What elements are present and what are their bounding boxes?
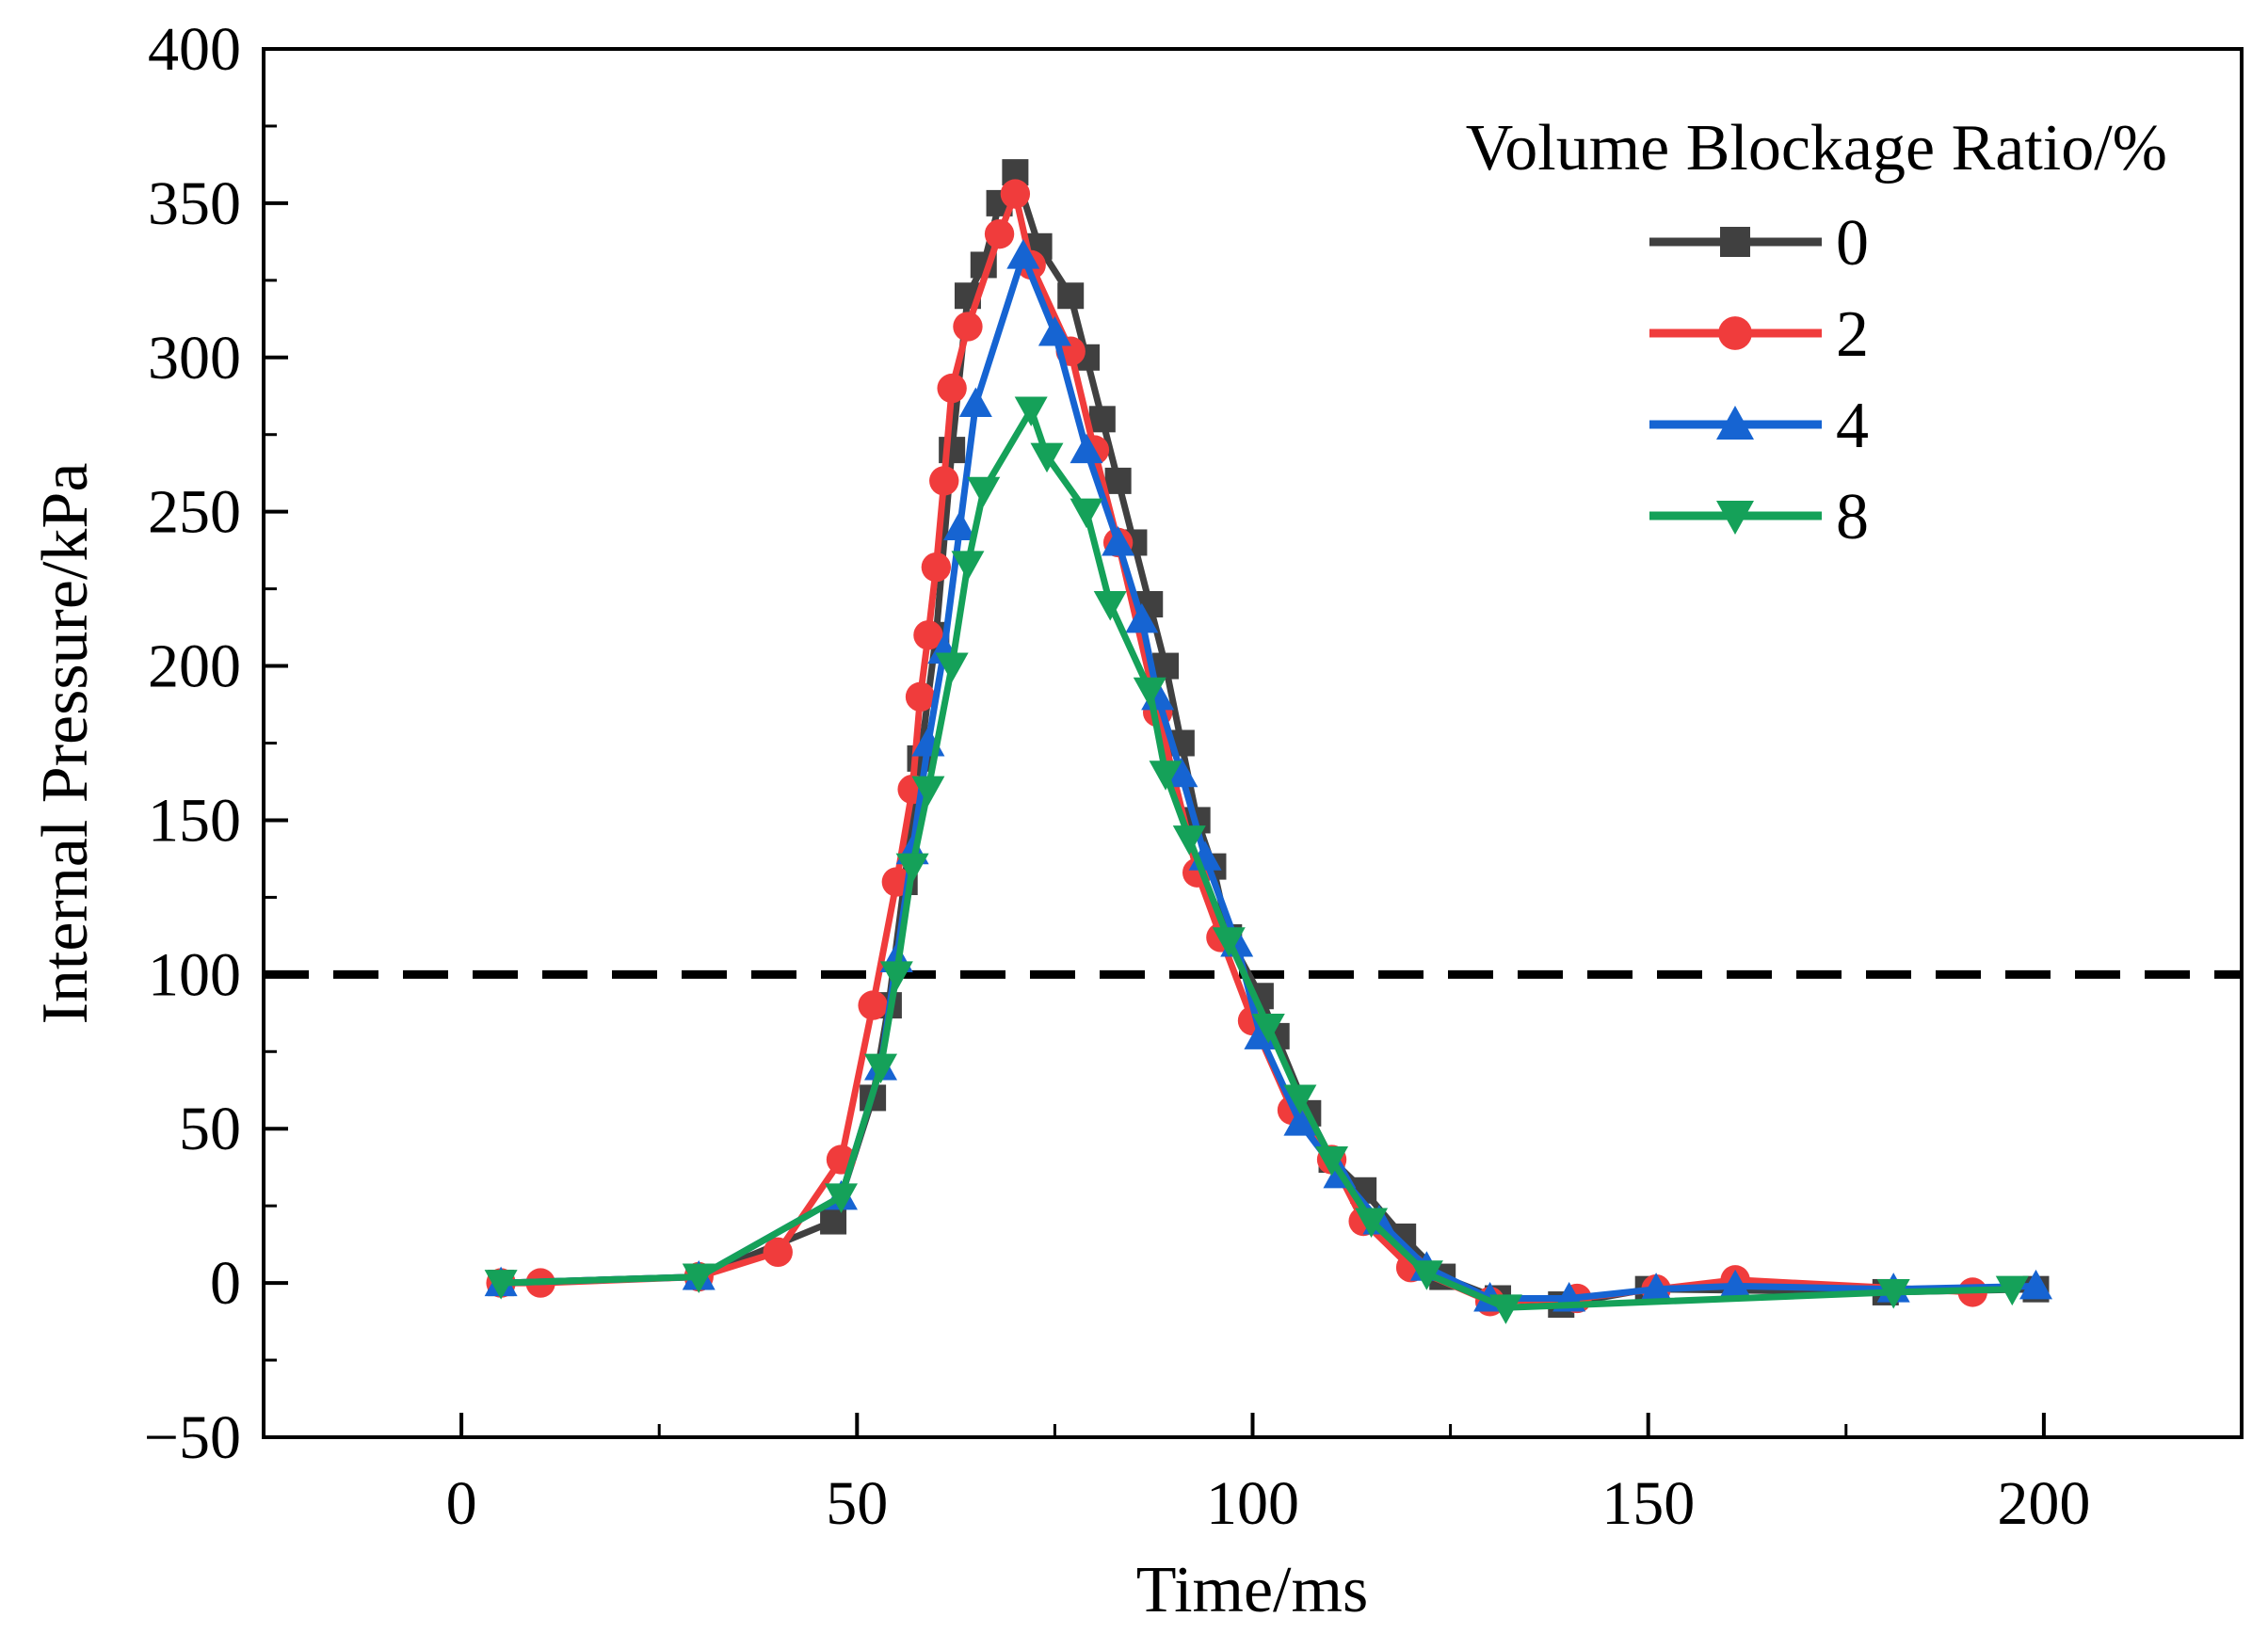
series-2-point [905, 681, 936, 712]
series-2-point [921, 552, 952, 583]
legend-label-4: 4 [1836, 390, 1869, 462]
y-tick-label: 50 [179, 1095, 241, 1163]
series-4-point [2019, 1269, 2052, 1300]
series-8-point [1315, 1146, 1349, 1177]
series-8-point [967, 476, 1001, 507]
series-4-point [1006, 239, 1040, 269]
x-tick-label: 200 [1997, 1469, 2090, 1538]
series-8-point [1212, 927, 1246, 957]
legend: Volume Blockage Ratio/% 0 2 4 8 [1466, 112, 2167, 553]
legend-marker-2 [1718, 316, 1752, 350]
x-tick-label: 0 [446, 1469, 477, 1538]
legend-items: 0 2 4 8 [1649, 207, 1869, 553]
series-0-point [1104, 467, 1132, 494]
y-tick-label: 300 [148, 324, 241, 392]
series-8-point [895, 853, 929, 884]
series-2-point [1000, 179, 1031, 209]
series-4-point [1102, 525, 1135, 556]
series-8-point [1283, 1084, 1317, 1114]
y-tick-label: 100 [148, 940, 241, 1009]
series-4-point [1718, 1269, 1752, 1300]
y-tick-label: 400 [148, 15, 241, 84]
series-2-point [763, 1237, 793, 1268]
series-8 [484, 396, 2029, 1324]
series-8-point [1070, 498, 1103, 529]
y-tick-label: 350 [148, 169, 241, 238]
series-2-point [858, 990, 888, 1020]
x-tick-label: 50 [826, 1469, 888, 1538]
legend-label-8: 8 [1836, 481, 1869, 553]
series-4-point [1283, 1106, 1317, 1136]
legend-marker-8 [1716, 501, 1754, 535]
legend-item-8: 8 [1649, 481, 1869, 553]
x-ticks: 0 50 100 150 200 [262, 1413, 2244, 1538]
series-8-point [1133, 677, 1166, 708]
series-8-point [1149, 760, 1182, 791]
series-0-point [1057, 282, 1085, 310]
legend-title: Volume Blockage Ratio/% [1466, 112, 2167, 184]
series-4-point [1165, 757, 1198, 788]
series-8-point [1355, 1208, 1389, 1239]
series-2-point [953, 312, 983, 342]
series-layer [484, 159, 2052, 1324]
series-2-point [913, 620, 943, 650]
series-8-point [1172, 825, 1206, 856]
series-8-point [864, 1053, 898, 1084]
x-tick-label: 100 [1206, 1469, 1299, 1538]
series-8-point [1409, 1260, 1443, 1290]
series-0-point [820, 1208, 847, 1235]
series-8-point [1093, 591, 1127, 621]
series-4-point [1639, 1273, 1673, 1303]
y-tick-label: 150 [148, 786, 241, 855]
series-8-point [1876, 1278, 1910, 1309]
y-ticks: −50 0 50 100 150 200 250 300 350 400 [144, 15, 288, 1472]
series-8-point [1251, 1014, 1285, 1044]
series-8-point [879, 961, 913, 991]
series-4-point [1125, 602, 1159, 633]
legend-label-2: 2 [1836, 298, 1869, 371]
series-8-point [935, 652, 969, 683]
y-tick-label: 0 [210, 1249, 241, 1318]
series-8-point [951, 551, 985, 581]
series-4-point [1037, 316, 1071, 346]
legend-marker-4 [1716, 406, 1754, 440]
series-8-point [1995, 1275, 2029, 1306]
y-tick-label: −50 [144, 1403, 241, 1472]
series-2-point [929, 466, 959, 496]
series-4-point [958, 387, 992, 417]
legend-item-4: 4 [1649, 390, 1869, 462]
legend-label-0: 0 [1836, 207, 1869, 280]
legend-item-0: 0 [1649, 207, 1869, 280]
series-8-point [1488, 1294, 1522, 1324]
y-tick-label: 200 [148, 632, 241, 701]
y-tick-label: 250 [148, 478, 241, 547]
series-8-point [1030, 442, 1064, 473]
series-0-point [1088, 406, 1116, 433]
series-4-point [1070, 433, 1103, 464]
x-tick-label: 150 [1601, 1469, 1695, 1538]
series-8-point [484, 1270, 518, 1300]
series-2-point [937, 373, 967, 404]
series-8-point [911, 776, 945, 807]
series-8-point [682, 1263, 716, 1294]
y-axis-title: Internal Pressure/kPa [29, 463, 102, 1025]
x-axis-title: Time/ms [1136, 1554, 1368, 1626]
series-2-point [984, 218, 1015, 249]
series-8-point [1014, 396, 1048, 426]
series-8-point [824, 1183, 858, 1213]
series-0-point [1152, 652, 1180, 680]
series-4-point [943, 510, 977, 541]
legend-item-2: 2 [1649, 298, 1869, 371]
legend-marker-0 [1720, 227, 1750, 257]
